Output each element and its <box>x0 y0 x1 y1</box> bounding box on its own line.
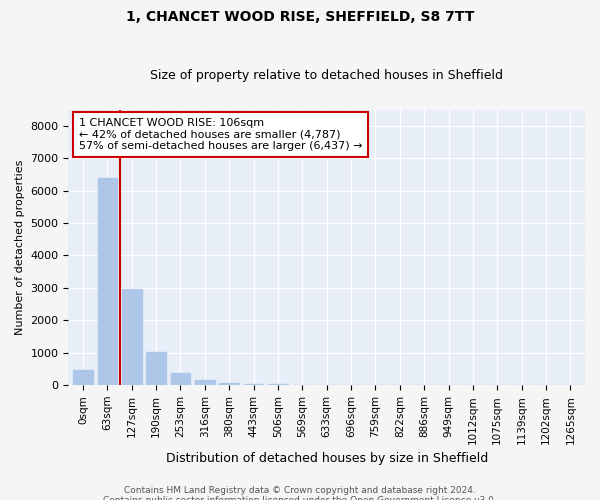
Bar <box>220 382 239 385</box>
Bar <box>98 178 117 385</box>
Bar <box>122 289 142 385</box>
Bar <box>73 370 93 385</box>
Text: 1, CHANCET WOOD RISE, SHEFFIELD, S8 7TT: 1, CHANCET WOOD RISE, SHEFFIELD, S8 7TT <box>126 10 474 24</box>
Text: Contains HM Land Registry data © Crown copyright and database right 2024.: Contains HM Land Registry data © Crown c… <box>124 486 476 495</box>
Text: 1 CHANCET WOOD RISE: 106sqm
← 42% of detached houses are smaller (4,787)
57% of : 1 CHANCET WOOD RISE: 106sqm ← 42% of det… <box>79 118 362 151</box>
Bar <box>244 384 263 385</box>
Title: Size of property relative to detached houses in Sheffield: Size of property relative to detached ho… <box>150 69 503 82</box>
X-axis label: Distribution of detached houses by size in Sheffield: Distribution of detached houses by size … <box>166 452 488 465</box>
Bar <box>171 373 190 385</box>
Text: Contains public sector information licensed under the Open Government Licence v3: Contains public sector information licen… <box>103 496 497 500</box>
Bar <box>146 352 166 385</box>
Bar <box>268 384 288 385</box>
Bar <box>195 380 215 385</box>
Y-axis label: Number of detached properties: Number of detached properties <box>15 160 25 335</box>
